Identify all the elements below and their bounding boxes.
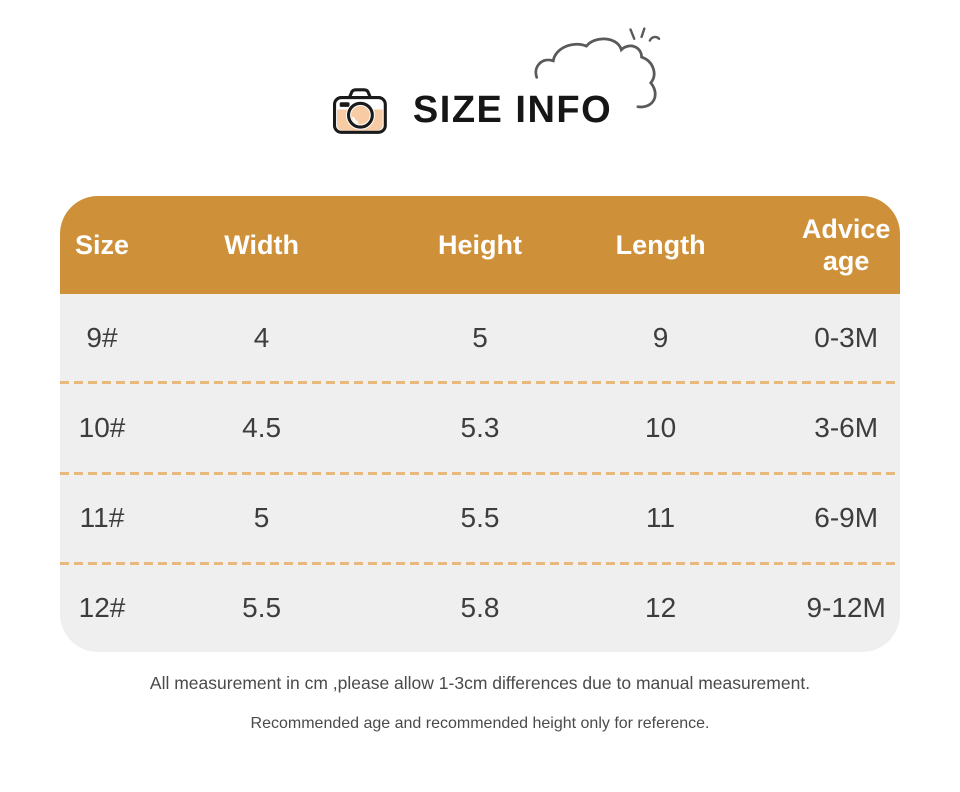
cell-width: 5 (253, 502, 270, 534)
camera-icon (332, 88, 387, 134)
cell-size: 9# (86, 321, 118, 353)
cell-height: 5.3 (460, 411, 500, 443)
table-row: 12# 5.5 5.8 12 9-12M (60, 565, 900, 652)
row-divider (60, 381, 900, 385)
cell-length: 12 (645, 592, 677, 624)
cell-length: 11 (646, 502, 676, 534)
table-row: 9# 4 5 9 0-3M (60, 294, 900, 381)
table-row: 10# 4.5 5.3 10 3-6M (60, 384, 900, 471)
row-divider (60, 561, 900, 565)
footnotes: All measurement in cm ,please allow 1-3c… (0, 673, 960, 733)
cell-advice-age: 9-12M (806, 592, 886, 624)
header-cell-length: Length (615, 229, 706, 260)
cell-width: 4 (253, 321, 270, 353)
cell-width: 4.5 (242, 411, 282, 443)
header-cell-size: Size (74, 229, 130, 260)
header-cell-height: Height (437, 229, 522, 260)
cell-size: 12# (78, 592, 126, 624)
header-cell-advice-age: Advice age (740, 213, 900, 278)
table-header-row: Size Width Height Length Advice age (60, 196, 900, 294)
cell-height: 5 (472, 321, 488, 353)
cell-size: 10# (78, 411, 126, 443)
title-area: SIZE INFO (0, 0, 960, 196)
cell-advice-age: 6-9M (814, 502, 879, 534)
cell-advice-age: 0-3M (814, 321, 879, 353)
cloud-doodle-icon (534, 27, 661, 109)
page-title: SIZE INFO (412, 88, 613, 131)
table-body: 9# 4 5 9 0-3M 10# 4.5 5.3 10 3-6M 11# 5 … (60, 294, 900, 652)
header-cell-width: Width (224, 229, 299, 260)
cell-length: 9 (652, 321, 669, 353)
cell-length: 10 (645, 411, 677, 443)
cell-height: 5.5 (460, 502, 500, 534)
cell-size: 11# (79, 502, 125, 534)
size-table: Size Width Height Length Advice age 9# 4… (60, 196, 900, 652)
cell-height: 5.8 (460, 592, 500, 624)
cell-width: 5.5 (242, 592, 282, 624)
title-group: SIZE INFO (331, 84, 612, 136)
row-divider (60, 471, 900, 475)
note-measurement: All measurement in cm ,please allow 1-3c… (149, 673, 811, 693)
table-row: 11# 5 5.5 11 6-9M (60, 475, 900, 562)
header-cell-advice-age-label: Advice age (801, 213, 891, 276)
cell-advice-age: 3-6M (814, 411, 879, 443)
note-reference: Recommended age and recommended height o… (250, 715, 710, 732)
